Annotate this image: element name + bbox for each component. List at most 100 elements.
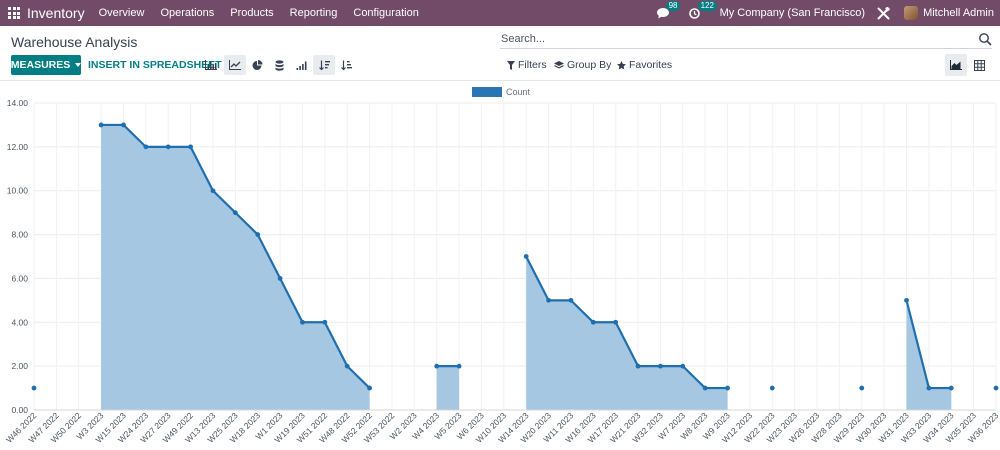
- measures-button[interactable]: MEASURES: [10, 55, 82, 75]
- data-point: [635, 363, 641, 369]
- debug-tools-button[interactable]: [877, 6, 891, 20]
- data-point: [344, 363, 350, 369]
- y-tick-label: 10.00: [7, 186, 29, 196]
- data-point: [188, 144, 194, 150]
- messages-badge: 98: [665, 0, 681, 11]
- filters-dropdown[interactable]: Filters: [507, 59, 547, 71]
- data-point: [859, 385, 865, 391]
- series-area: [101, 124, 370, 410]
- data-point: [546, 297, 551, 303]
- star-icon: [617, 60, 626, 70]
- clock-icon: [688, 7, 700, 19]
- menu-operations[interactable]: Operations: [160, 7, 215, 19]
- data-point: [993, 385, 999, 391]
- data-point: [98, 122, 104, 128]
- data-point: [232, 210, 238, 216]
- menu-configuration[interactable]: Configuration: [353, 7, 419, 19]
- data-point: [613, 319, 619, 325]
- pie-chart-icon: [252, 59, 262, 70]
- menu-products[interactable]: Products: [230, 7, 274, 19]
- y-tick-label: 4.00: [11, 317, 28, 327]
- data-point: [680, 363, 686, 369]
- legend-swatch: [472, 87, 502, 97]
- menu-overview[interactable]: Overview: [98, 7, 145, 19]
- y-tick-label: 2.00: [11, 361, 28, 371]
- page-title: Warehouse Analysis: [11, 34, 138, 50]
- search-input[interactable]: [500, 33, 978, 45]
- favorites-label: Favorites: [629, 59, 673, 71]
- data-point: [210, 188, 216, 194]
- top-navbar: Inventory Overview Operations Products R…: [0, 0, 1000, 26]
- company-switcher[interactable]: My Company (San Francisco): [719, 7, 866, 19]
- data-point: [367, 385, 372, 391]
- data-point: [702, 385, 708, 391]
- series-line: [525, 256, 728, 390]
- cumulative-button[interactable]: [290, 55, 312, 75]
- series-area: [436, 366, 460, 410]
- data-point: [255, 232, 261, 237]
- data-point: [456, 363, 462, 369]
- legend-label: Count: [506, 87, 531, 97]
- group-by-dropdown[interactable]: Group By: [554, 59, 611, 71]
- data-point: [658, 363, 663, 369]
- bar-chart-icon: [205, 60, 217, 70]
- favorites-dropdown[interactable]: Favorites: [617, 59, 672, 71]
- data-point: [165, 144, 171, 150]
- data-point: [322, 319, 328, 325]
- group-by-label: Group By: [567, 59, 612, 71]
- y-tick-label: 14.00: [7, 98, 29, 108]
- ascending-sort-button[interactable]: [335, 55, 357, 75]
- data-point: [31, 385, 37, 391]
- data-point: [121, 122, 126, 128]
- messages-button[interactable]: 98: [656, 0, 681, 19]
- activities-button[interactable]: 122: [688, 0, 717, 19]
- filter-icon: [507, 60, 515, 70]
- data-point: [926, 385, 932, 391]
- layers-icon: [554, 60, 564, 68]
- data-point: [300, 319, 305, 325]
- graph-view-button[interactable]: [945, 54, 967, 76]
- filters-label: Filters: [518, 59, 547, 71]
- measures-label: MEASURES: [10, 59, 71, 71]
- search-icon[interactable]: [978, 32, 992, 46]
- activities-badge: 122: [697, 0, 717, 11]
- series-area: [906, 300, 952, 410]
- area-chart-icon: [950, 60, 962, 70]
- avatar: [904, 6, 919, 20]
- series-area: [526, 256, 728, 410]
- line-chart-button[interactable]: [224, 55, 246, 75]
- table-icon: [973, 59, 985, 71]
- y-tick-label: 8.00: [11, 230, 28, 240]
- app-name[interactable]: Inventory: [27, 5, 85, 21]
- insert-in-spreadsheet-button[interactable]: INSERT IN SPREADSHEET: [88, 59, 222, 71]
- bar-chart-button[interactable]: [200, 55, 222, 75]
- pie-chart-button[interactable]: [246, 55, 268, 75]
- pivot-view-button[interactable]: [968, 54, 990, 76]
- control-panel-divider: [0, 80, 1000, 81]
- database-icon: [275, 59, 283, 71]
- caret-down-icon: [75, 63, 82, 67]
- sort-descending-icon: [318, 60, 330, 70]
- data-point: [434, 363, 440, 369]
- data-point: [725, 385, 730, 391]
- area-chart: Count 0.00 2.00 4.00 6.00 8.00 10.00 12.00 14.00…: [4, 87, 1000, 445]
- descending-sort-button[interactable]: [313, 55, 335, 75]
- data-point: [904, 297, 909, 303]
- line-chart-icon: [229, 60, 241, 70]
- data-point: [769, 385, 775, 391]
- chat-icon: [656, 7, 669, 18]
- y-tick-label: 6.00: [11, 273, 28, 283]
- data-point: [143, 144, 149, 150]
- apps-menu-icon[interactable]: [8, 7, 20, 19]
- user-name: Mitchell Admin: [923, 7, 994, 19]
- data-point: [277, 276, 283, 281]
- user-menu[interactable]: Mitchell Admin: [904, 6, 994, 20]
- data-point: [948, 385, 954, 391]
- stacked-button[interactable]: [268, 55, 290, 75]
- data-point: [523, 254, 529, 259]
- search-bar: [500, 30, 992, 49]
- tools-icon: [877, 6, 891, 19]
- y-tick-label: 0.00: [11, 405, 28, 415]
- menu-reporting[interactable]: Reporting: [289, 7, 338, 19]
- sort-ascending-icon: [340, 60, 352, 70]
